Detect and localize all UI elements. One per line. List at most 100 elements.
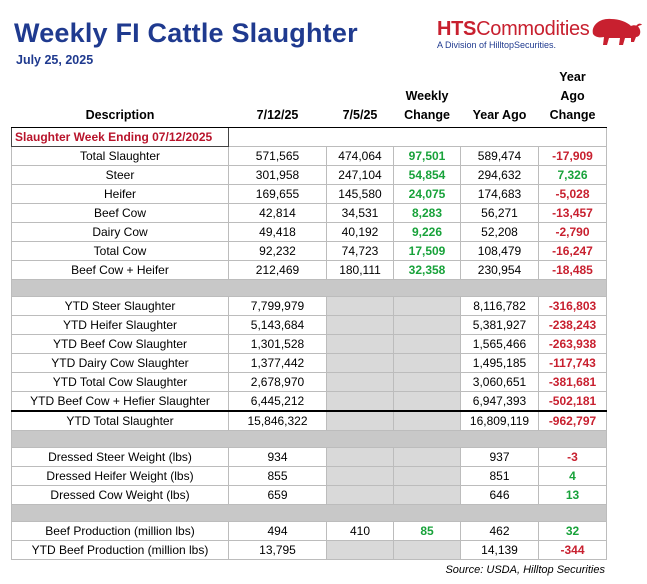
- divider-cell: [11, 430, 607, 448]
- page-title: Weekly FI Cattle Slaughter: [14, 18, 358, 48]
- bison-icon: [592, 18, 642, 45]
- current-week-value: 169,655: [228, 184, 327, 204]
- section-divider: [11, 430, 607, 448]
- cattle-slaughter-table: Description 7/12/25 7/5/25 Weekly Change …: [11, 68, 607, 560]
- table-row: YTD Beef Cow + Hefier Slaughter 6,445,212…: [11, 391, 607, 412]
- prior-week-value: 474,064: [326, 146, 394, 166]
- col-header-prior-week: 7/5/25: [326, 68, 394, 128]
- year-ago-value: 5,381,927: [460, 315, 539, 335]
- row-description: Total Cow: [11, 241, 229, 261]
- year-ago-value: 52,208: [460, 222, 539, 242]
- current-week-value: 571,565: [228, 146, 327, 166]
- divider-cell: [11, 504, 607, 522]
- year-ago-change-value: 32: [538, 521, 607, 541]
- table-row: Heifer 169,655 145,580 24,075 174,683 -5,028: [11, 184, 607, 204]
- table-row: YTD Total Cow Slaughter 2,678,970 3,060,65…: [11, 372, 607, 392]
- year-ago-value: 462: [460, 521, 539, 541]
- current-week-value: 15,846,322: [228, 410, 327, 431]
- year-ago-value: 174,683: [460, 184, 539, 204]
- empty-cell: [393, 334, 461, 354]
- table-row: Dressed Heifer Weight (lbs) 855 851 4: [11, 466, 607, 486]
- year-ago-change-value: -263,938: [538, 334, 607, 354]
- table-row: Total Cow 92,232 74,723 17,509 108,479 -16,24…: [11, 241, 607, 261]
- empty-cell: [393, 296, 461, 316]
- row-description: YTD Steer Slaughter: [11, 296, 229, 316]
- year-ago-change-value: -117,743: [538, 353, 607, 373]
- year-ago-value: 1,495,185: [460, 353, 539, 373]
- table-row: YTD Dairy Cow Slaughter 1,377,442 1,495,18…: [11, 353, 607, 373]
- year-ago-value: 3,060,651: [460, 372, 539, 392]
- row-description: YTD Beef Cow + Hefier Slaughter: [11, 391, 229, 412]
- year-ago-change-value: -17,909: [538, 146, 607, 166]
- table-row: YTD Steer Slaughter 7,799,979 8,116,782 -31…: [11, 296, 607, 316]
- prior-week-value: 145,580: [326, 184, 394, 204]
- col-header-current-week: 7/12/25: [228, 68, 327, 128]
- year-ago-value: 56,271: [460, 203, 539, 223]
- weekly-change-value: 8,283: [393, 203, 461, 223]
- row-description: YTD Total Cow Slaughter: [11, 372, 229, 392]
- empty-cell: [393, 540, 461, 560]
- current-week-value: 2,678,970: [228, 372, 327, 392]
- logo-tagline: A Division of HilltopSecurities.: [437, 40, 557, 50]
- year-ago-value: 8,116,782: [460, 296, 539, 316]
- year-ago-change-value: -502,181: [538, 391, 607, 412]
- year-ago-change-value: -962,797: [538, 410, 607, 431]
- table-row: Dairy Cow 49,418 40,192 9,226 52,208 -2,790: [11, 222, 607, 242]
- year-ago-value: 14,139: [460, 540, 539, 560]
- year-ago-change-value: 4: [538, 466, 607, 486]
- current-week-value: 6,445,212: [228, 391, 327, 412]
- empty-cell: [326, 391, 394, 412]
- table-row: Steer 301,958 247,104 54,854 294,632 7,326: [11, 165, 607, 185]
- current-week-value: 212,469: [228, 260, 327, 280]
- col-header-description: Description: [11, 68, 229, 128]
- col-header-weekly-change: Weekly Change: [393, 68, 461, 128]
- prior-week-value: 74,723: [326, 241, 394, 261]
- empty-cell: [326, 353, 394, 373]
- weekly-change-value: 85: [393, 521, 461, 541]
- empty-cell: [393, 410, 461, 431]
- row-description: YTD Dairy Cow Slaughter: [11, 353, 229, 373]
- section-header-row: Slaughter Week Ending 07/12/2025: [11, 127, 607, 147]
- weekly-change-value: 54,854: [393, 165, 461, 185]
- year-ago-change-value: -3: [538, 447, 607, 467]
- year-ago-value: 6,947,393: [460, 391, 539, 412]
- weekly-change-value: 97,501: [393, 146, 461, 166]
- empty-cell: [326, 466, 394, 486]
- current-week-value: 5,143,684: [228, 315, 327, 335]
- row-description: Beef Cow + Heifer: [11, 260, 229, 280]
- current-week-value: 42,814: [228, 203, 327, 223]
- empty-cell: [393, 315, 461, 335]
- table-row: YTD Beef Production (million lbs) 13,795 1…: [11, 540, 607, 560]
- row-description: Total Slaughter: [11, 146, 229, 166]
- row-description: Beef Cow: [11, 203, 229, 223]
- row-description: Steer: [11, 165, 229, 185]
- current-week-value: 659: [228, 485, 327, 505]
- prior-week-value: 247,104: [326, 165, 394, 185]
- row-description: YTD Total Slaughter: [11, 410, 229, 431]
- current-week-value: 1,301,528: [228, 334, 327, 354]
- prior-week-value: 34,531: [326, 203, 394, 223]
- current-week-value: 7,799,979: [228, 296, 327, 316]
- col-header-year-ago-change: Year Ago Change: [538, 68, 607, 128]
- divider-cell: [11, 279, 607, 297]
- row-description: YTD Beef Cow Slaughter: [11, 334, 229, 354]
- row-description: Beef Production (million lbs): [11, 521, 229, 541]
- current-week-value: 92,232: [228, 241, 327, 261]
- year-ago-change-value: -13,457: [538, 203, 607, 223]
- row-description: Dairy Cow: [11, 222, 229, 242]
- table-row: Dressed Cow Weight (lbs) 659 646 13: [11, 485, 607, 505]
- empty-cell: [393, 391, 461, 412]
- table-row: YTD Heifer Slaughter 5,143,684 5,381,927 -2…: [11, 315, 607, 335]
- section-divider: [11, 279, 607, 297]
- prior-week-value: 180,111: [326, 260, 394, 280]
- year-ago-change-value: -344: [538, 540, 607, 560]
- year-ago-change-value: -5,028: [538, 184, 607, 204]
- empty-cell: [326, 296, 394, 316]
- prior-week-value: 410: [326, 521, 394, 541]
- empty-cell: [326, 315, 394, 335]
- section-label: Slaughter Week Ending 07/12/2025: [11, 127, 229, 147]
- prior-week-value: 40,192: [326, 222, 394, 242]
- table-row: Dressed Steer Weight (lbs) 934 937 -3: [11, 447, 607, 467]
- source-note: Source: USDA, Hilltop Securities: [445, 564, 605, 576]
- current-week-value: 49,418: [228, 222, 327, 242]
